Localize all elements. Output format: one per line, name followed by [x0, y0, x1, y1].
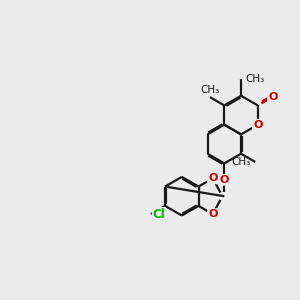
Text: O: O — [253, 120, 262, 130]
Text: O: O — [268, 92, 278, 102]
Text: CH₃: CH₃ — [245, 74, 265, 84]
Text: CH₃: CH₃ — [232, 157, 251, 167]
Text: O: O — [208, 173, 218, 183]
Text: CH₃: CH₃ — [200, 85, 220, 95]
Text: O: O — [208, 209, 218, 219]
Text: Cl: Cl — [152, 208, 165, 220]
Text: O: O — [220, 175, 229, 185]
